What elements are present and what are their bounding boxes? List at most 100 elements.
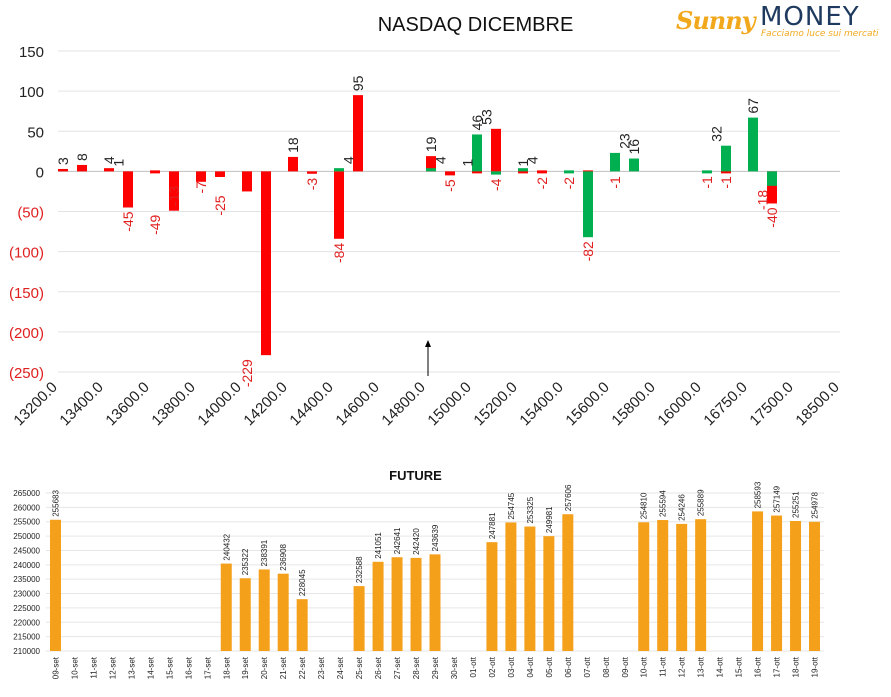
data-label: 1 [111,159,127,167]
bar [695,519,707,651]
bar [261,171,271,356]
bar [353,95,363,172]
bar [610,152,620,172]
bar [410,557,422,651]
data-label: 53 [479,109,495,125]
x-tick-label: 27-set [393,656,402,679]
x-tick-label: 17-ott [773,656,782,677]
data-label: 235322 [241,548,250,575]
bar [767,171,777,204]
chart-title: NASDAQ DICEMBRE [377,14,574,36]
bar [49,519,61,651]
data-label: 243639 [431,524,440,551]
x-tick-label: 23-set [317,656,326,679]
bar [629,158,639,172]
data-label: 16 [626,139,642,155]
bar [721,170,731,174]
data-label: 254978 [811,492,820,519]
y-tick-label: 260000 [13,503,40,512]
x-tick-label: 11-ott [659,656,668,677]
bar [583,171,593,238]
data-label: 242641 [393,527,402,554]
bar [215,171,225,177]
x-tick-label: 07-ott [583,656,592,677]
x-tick-label: 12-set [108,656,117,679]
data-label: -84 [331,243,347,263]
y-tick-label: 230000 [13,590,40,599]
x-tick-label: 14-set [146,656,155,679]
x-tick-label: 25-set [355,656,364,679]
bar [491,171,501,175]
bar [790,521,802,651]
data-label: -5 [442,179,458,192]
x-tick-label: 05-ott [545,656,554,677]
x-tick-label: 01-ott [469,656,478,677]
data-label: -18 [755,190,771,210]
y-tick-label: 150 [19,44,44,61]
x-tick-label: 09-set [51,656,60,679]
x-tick-label: 26-set [374,656,383,679]
y-tick-label: (250) [9,365,44,382]
bar [150,170,160,174]
y-tick-label: 210000 [13,647,40,656]
logo-tagline: Facciamo luce sui mercati [761,29,879,39]
bar [220,563,232,651]
bar [657,520,669,651]
bar [486,542,498,651]
bar [353,586,365,651]
data-label: 4 [341,156,357,164]
data-label: 67 [745,98,761,114]
data-label: 4 [525,156,541,164]
bar [307,171,317,174]
x-tick-label: 03-ott [507,656,516,677]
data-label: 4 [433,156,449,164]
y-tick-label: 220000 [13,618,40,627]
data-label: 32 [709,126,725,142]
bar [196,171,206,182]
y-tick-label: 255000 [13,518,40,527]
data-label: 255594 [659,490,668,517]
bar [104,168,114,172]
data-label: 247881 [488,512,497,539]
data-label: -229 [239,359,255,387]
y-tick-label: 100 [19,84,44,101]
bar [288,156,298,172]
x-tick-label: 16-set [184,656,193,679]
data-label: 232588 [355,556,364,583]
bar [239,578,251,651]
data-label: 23 [617,133,633,149]
data-label: 255251 [792,491,801,518]
data-label: -1 [607,176,623,189]
data-label: -7 [193,181,209,194]
bar [767,171,777,186]
data-label: 18 [285,137,301,153]
y-tick-label: 245000 [13,546,40,555]
data-label: -13 [166,186,182,206]
y-tick-label: (100) [9,245,44,262]
x-tick-label: 06-ott [564,656,573,677]
x-tick-label: 10-ott [640,656,649,677]
data-label: -2 [561,177,577,190]
x-tick-label: 14-ott [716,656,725,677]
x-tick-label: 15-ott [735,656,744,677]
data-label: 3 [55,157,71,165]
y-tick-label: 215000 [13,633,40,642]
data-label: 253325 [526,496,535,523]
bar [426,156,436,172]
y-tick-label: 240000 [13,561,40,570]
logo-word-money: MONEY [760,2,860,32]
sunny-money-logo: Sunny MONEY Facciamo luce sui mercati [676,2,881,42]
bar [505,522,517,651]
bar [123,171,133,208]
data-label: 1 [515,159,531,167]
data-label: 1 [460,159,476,167]
y-tick-label: (150) [9,285,44,302]
y-tick-label: 225000 [13,604,40,613]
bar [445,171,455,176]
data-label: -45 [120,211,136,231]
logo-word-sunny: Sunny [676,6,756,35]
data-label: 249981 [545,506,554,533]
bar [518,170,528,174]
data-label: 241051 [374,532,383,559]
y-tick-label: (200) [9,325,44,342]
